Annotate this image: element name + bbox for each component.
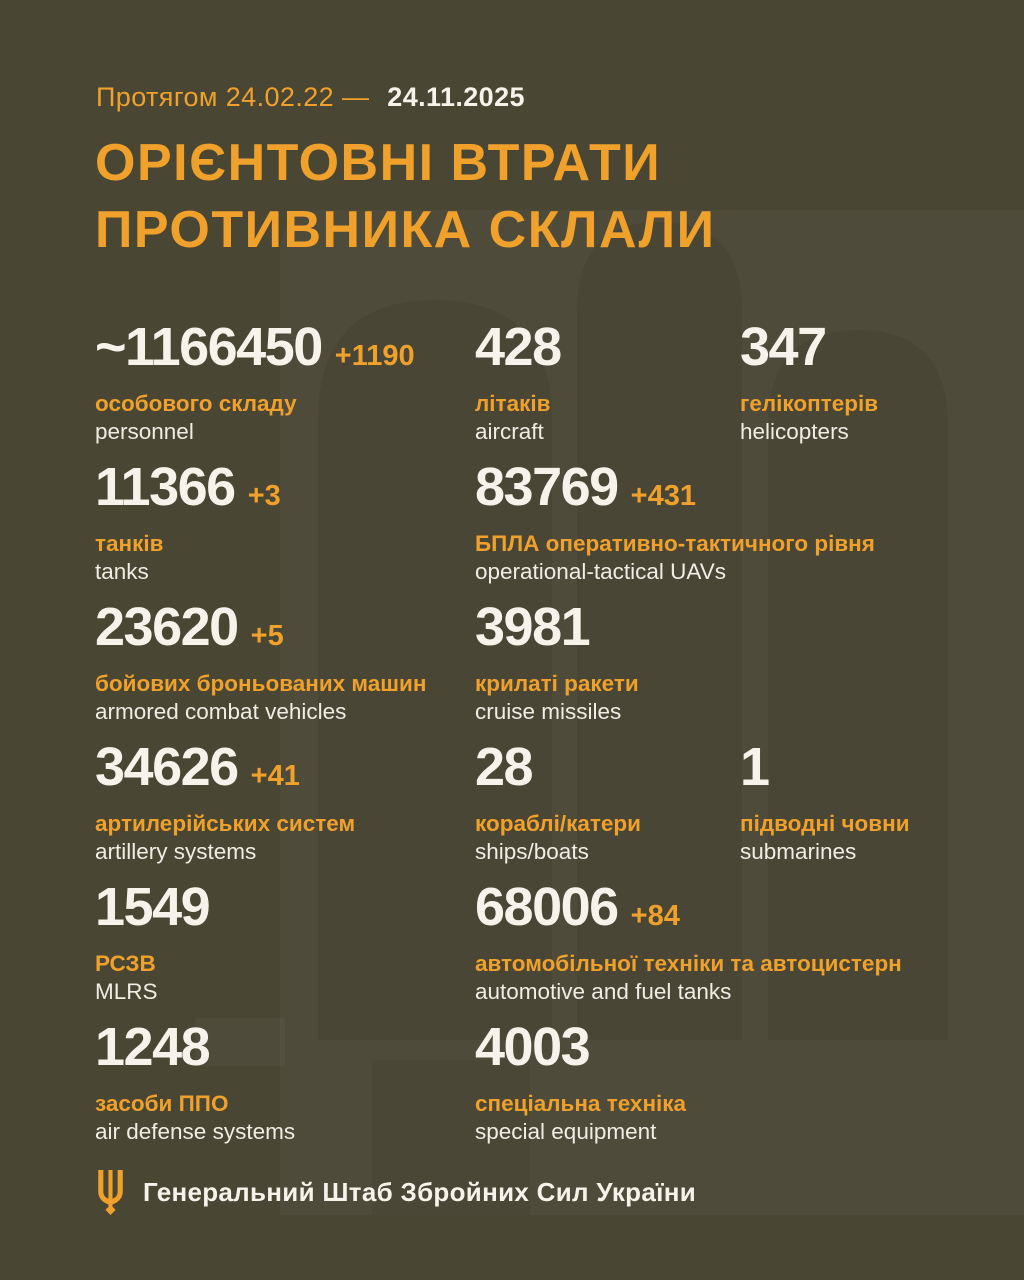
stat-label-uk: артилерійських систем bbox=[95, 811, 356, 836]
stat-label-uk: гелікоптерів bbox=[740, 391, 879, 416]
stat-value: 11366 bbox=[95, 457, 236, 517]
stat-mlrs: 1549 РСЗВ MLRS bbox=[95, 878, 475, 1018]
stat-tanks: 11366 +3 танків tanks bbox=[95, 458, 475, 598]
stat-delta: +84 bbox=[630, 900, 680, 932]
stat-label-en: automotive and fuel tanks bbox=[475, 979, 732, 1004]
stat-label-uk: засоби ППО bbox=[95, 1091, 229, 1116]
stat-helicopters: 347 гелікоптерів helicopters bbox=[740, 318, 1024, 458]
page-title-line1: ОРІЄНТОВНІ ВТРАТИ bbox=[95, 134, 662, 192]
stat-label-uk: БПЛА оперативно-тактичного рівня bbox=[475, 531, 875, 556]
stat-value: 1549 bbox=[95, 877, 211, 937]
stat-label-en: operational-tactical UAVs bbox=[475, 559, 726, 584]
stat-value: 3981 bbox=[475, 597, 591, 657]
losses-grid: ~1166450 +1190 особового складу personne… bbox=[95, 318, 1024, 1158]
stat-value: 347 bbox=[740, 317, 827, 377]
period-label: Протягом 24.02.22 — bbox=[96, 82, 370, 112]
stat-submarines: 1 підводні човни submarines bbox=[740, 738, 1024, 878]
stat-delta: +1190 bbox=[334, 340, 415, 372]
stat-value: 34626 bbox=[95, 737, 239, 797]
stat-delta: +41 bbox=[250, 760, 300, 792]
stat-label-en: artillery systems bbox=[95, 839, 257, 864]
stat-label-en: tanks bbox=[95, 559, 149, 584]
stat-air-defense: 1248 засоби ППО air defense systems bbox=[95, 1018, 475, 1158]
stat-delta: +431 bbox=[630, 480, 696, 512]
stat-special-equipment: 4003 спеціальна техніка special equipmen… bbox=[475, 1018, 1024, 1158]
stat-label-uk: особового складу bbox=[95, 391, 297, 416]
stat-label-en: cruise missiles bbox=[475, 699, 622, 724]
source-text: Генеральний Штаб Збройних Сил України bbox=[143, 1177, 696, 1207]
stat-uavs: 83769 +431 БПЛА оперативно-тактичного рі… bbox=[475, 458, 1024, 598]
stat-label-uk: автомобільної техніки та автоцистерн bbox=[475, 951, 902, 976]
stat-value: 23620 bbox=[95, 597, 239, 657]
stat-value: 428 bbox=[475, 317, 562, 377]
stat-label-uk: РСЗВ bbox=[95, 951, 156, 976]
stat-label-en: special equipment bbox=[475, 1119, 657, 1144]
stat-delta: +3 bbox=[247, 480, 281, 512]
stat-label-en: submarines bbox=[740, 839, 857, 864]
page-title-line2: ПРОТИВНИКА СКЛАЛИ bbox=[95, 201, 716, 259]
stat-value: ~1166450 bbox=[95, 317, 323, 377]
stat-value: 1 bbox=[740, 737, 770, 797]
stat-label-en: personnel bbox=[95, 419, 194, 444]
stat-personnel: ~1166450 +1190 особового складу personne… bbox=[95, 318, 475, 458]
stat-label-en: MLRS bbox=[95, 979, 158, 1004]
stat-label-uk: спеціальна техніка bbox=[475, 1091, 687, 1116]
stat-label-uk: бойових броньованих машин bbox=[95, 671, 427, 696]
stat-ships: 28 кораблі/катери ships/boats bbox=[475, 738, 740, 878]
stat-label-en: helicopters bbox=[740, 419, 849, 444]
report-period: Протягом 24.02.22 — 24.11.2025 bbox=[96, 82, 525, 113]
stat-label-uk: танків bbox=[95, 531, 164, 556]
stat-label-en: armored combat vehicles bbox=[95, 699, 347, 724]
stat-value: 1248 bbox=[95, 1017, 211, 1077]
stat-armored-vehicles: 23620 +5 бойових броньованих машин armor… bbox=[95, 598, 475, 738]
stat-label-uk: підводні човни bbox=[740, 811, 910, 836]
stat-delta: +5 bbox=[250, 620, 284, 652]
stat-value: 83769 bbox=[475, 457, 619, 517]
stat-label-en: air defense systems bbox=[95, 1119, 296, 1144]
stat-label-uk: крилаті ракети bbox=[475, 671, 639, 696]
page-title: ОРІЄНТОВНІ ВТРАТИ ПРОТИВНИКА СКЛАЛИ bbox=[95, 130, 716, 264]
stat-label-uk: кораблі/катери bbox=[475, 811, 641, 836]
stat-aircraft: 428 літаків aircraft bbox=[475, 318, 740, 458]
stat-value: 4003 bbox=[475, 1017, 591, 1077]
stat-label-uk: літаків bbox=[475, 391, 551, 416]
stat-artillery: 34626 +41 артилерійських систем artiller… bbox=[95, 738, 475, 878]
stat-value: 68006 bbox=[475, 877, 619, 937]
stat-label-en: aircraft bbox=[475, 419, 544, 444]
footer: Генеральний Штаб Збройних Сил України bbox=[95, 1170, 696, 1215]
stat-cruise-missiles: 3981 крилаті ракети cruise missiles bbox=[475, 598, 1024, 738]
report-date: 24.11.2025 bbox=[387, 82, 525, 112]
stat-vehicles-fuel-tanks: 68006 +84 автомобільної техніки та автоц… bbox=[475, 878, 1024, 1018]
stat-value: 28 bbox=[475, 737, 534, 797]
tryzub-trident-icon bbox=[98, 1170, 123, 1215]
stat-label-en: ships/boats bbox=[475, 839, 589, 864]
